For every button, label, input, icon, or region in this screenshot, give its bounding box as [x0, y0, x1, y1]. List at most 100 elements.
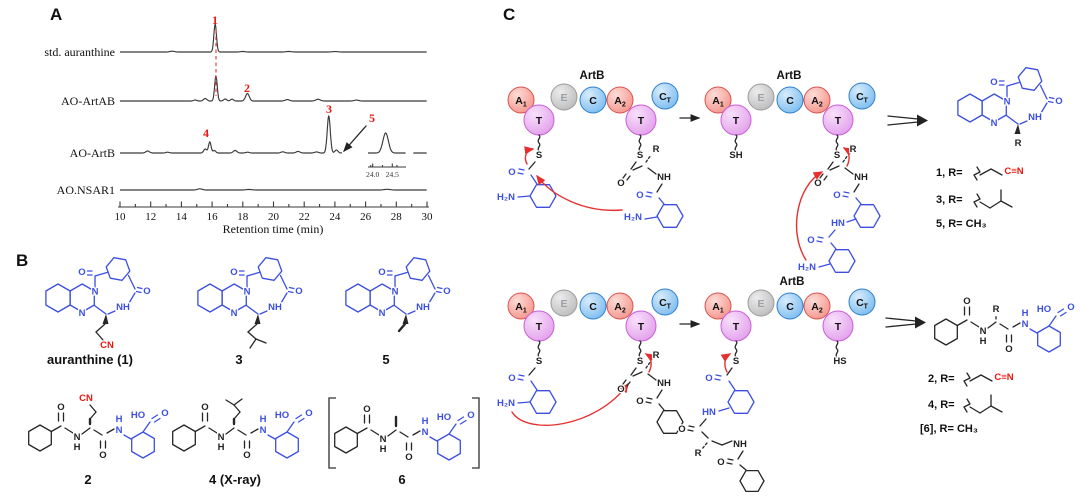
inset-trace — [368, 132, 406, 154]
svg-text:O: O — [636, 396, 643, 407]
compound-5-structure — [344, 256, 452, 333]
svg-text:H₂N: H₂N — [497, 398, 515, 409]
trace-label-3: AO.NSAR1 — [57, 183, 115, 197]
x-tick-label: 22 — [299, 211, 310, 223]
domain-bead-CT — [651, 288, 679, 316]
domain-letter-C: C — [589, 95, 597, 107]
domain-bead-C — [579, 86, 607, 114]
svg-text:O: O — [717, 457, 724, 468]
trace-2 — [120, 115, 427, 154]
domain-letter-A2: A2 — [811, 95, 823, 109]
peak-label-1: 1 — [212, 13, 218, 27]
nitrile-label-bottom: C≡N — [994, 372, 1013, 383]
domain-bead-A1 — [507, 86, 535, 114]
holo-t2-bottom-right: HS — [832, 340, 848, 368]
svg-text:CN: CN — [79, 393, 93, 404]
domain-letter-T: T — [835, 115, 842, 127]
legend-2: 2, R= — [928, 373, 955, 385]
compound-1-label: auranthine (1) — [47, 352, 133, 367]
double-arrow-bottom — [885, 316, 926, 329]
bracket-right — [472, 397, 480, 469]
compound-2-structure: CN — [27, 392, 170, 463]
nrps-module-top-right: E C A2 CT A1 T T — [704, 82, 876, 136]
domain-letter-T: T — [638, 115, 645, 127]
trace-label-1: AO-ArtAB — [61, 94, 115, 108]
product-top-structure: R — [956, 66, 1064, 150]
svg-text:S: S — [536, 356, 542, 367]
nrps-module-bottom-right: E C A2 CT A1 T T — [704, 288, 876, 342]
domain-letter-CT: CT — [659, 91, 672, 105]
domain-letter-CT: CT — [856, 297, 869, 311]
svg-text:HN: HN — [702, 407, 716, 418]
svg-text:HN: HN — [831, 218, 845, 229]
trace-0 — [120, 22, 427, 53]
x-tick-label: 18 — [237, 211, 249, 223]
compound-5-label: 5 — [382, 352, 389, 367]
panel-c-label: C — [503, 5, 515, 24]
trace-3 — [120, 188, 427, 191]
x-tick-label: 10 — [115, 211, 127, 223]
svg-text:O: O — [807, 235, 814, 246]
svg-text:O: O — [833, 190, 840, 201]
svg-text:O: O — [508, 373, 515, 384]
legend-1: 1, R= — [936, 167, 963, 179]
legend-3: 3, R= — [936, 194, 963, 206]
x-tick-label: 24 — [329, 211, 341, 223]
svg-text:NH: NH — [733, 439, 747, 450]
peak-label-3: 3 — [326, 102, 332, 116]
svg-text:O: O — [617, 384, 624, 395]
domain-bead-E — [747, 83, 775, 111]
attack-arrow-top-left — [536, 174, 623, 212]
domain-bead-C — [776, 292, 804, 320]
svg-text:R: R — [695, 448, 702, 459]
domain-letter-A2: A2 — [614, 301, 626, 315]
domain-letter-T: T — [638, 321, 645, 333]
domain-letter-T: T — [835, 321, 842, 333]
domain-letter-T: T — [733, 115, 740, 127]
svg-text:R: R — [850, 144, 857, 155]
trace-label-0: std. auranthine — [44, 45, 115, 59]
attack-arrow-top-right — [795, 171, 824, 261]
panel-b-label: B — [16, 251, 28, 270]
x-tick-label: 30 — [422, 211, 434, 223]
chromatogram-traces: std. auranthine AO-ArtAB AO-ArtB AO.NSAR1 — [44, 22, 427, 197]
domain-bead-A1 — [704, 292, 732, 320]
svg-text:O: O — [814, 178, 821, 189]
attack-arrow-bottom-left — [511, 382, 629, 426]
compound-3-structure — [196, 256, 304, 349]
chromatogram-inset: 24.0 24.5 — [366, 132, 406, 179]
artb-label-top-right: ArtB — [777, 70, 802, 82]
domain-letter-C: C — [589, 301, 597, 313]
domain-bead-A2 — [606, 86, 634, 114]
svg-text:S: S — [637, 356, 643, 367]
domain-letter-E: E — [757, 298, 764, 310]
domain-bead-E — [747, 289, 775, 317]
svg-text:H₂N: H₂N — [624, 212, 642, 223]
domain-bead-A2 — [803, 86, 831, 114]
domain-letter-A2: A2 — [614, 95, 626, 109]
compound-6-structure — [333, 402, 476, 465]
svg-text:NH: NH — [657, 378, 671, 389]
domain-bead-E — [550, 289, 578, 317]
double-arrow-top — [887, 114, 928, 127]
x-tick-label: 16 — [207, 211, 219, 223]
domain-letter-T: T — [536, 115, 543, 127]
svg-text:HS: HS — [833, 356, 846, 367]
domain-letter-E: E — [560, 92, 567, 104]
compound-6-label: 6 — [398, 472, 405, 487]
top-r-group-legend: 1, R= C≡N 3, R= 5, R= CH₃ — [936, 165, 1025, 230]
svg-text:R: R — [653, 350, 660, 361]
domain-letter-T: T — [536, 321, 543, 333]
compound-2-label: 2 — [84, 472, 91, 487]
domain-letter-CT: CT — [856, 91, 869, 105]
domain-letter-A1: A1 — [515, 95, 527, 109]
artb-label-bottom-right: ArtB — [780, 276, 805, 288]
domain-bead-C — [776, 86, 804, 114]
domain-letter-C: C — [786, 301, 794, 313]
legend-5: 5, R= CH₃ — [936, 218, 987, 230]
domain-letter-T: T — [733, 321, 740, 333]
nrps-module-bottom-left: E C A2 CT A1 T T — [507, 288, 679, 342]
compound-4-label: 4 (X-ray) — [209, 472, 261, 487]
peak-label-5: 5 — [369, 111, 375, 125]
bottom-r-group-legend: 2, R= C≡N 4, R= [6], R= CH₃ — [920, 371, 1015, 435]
